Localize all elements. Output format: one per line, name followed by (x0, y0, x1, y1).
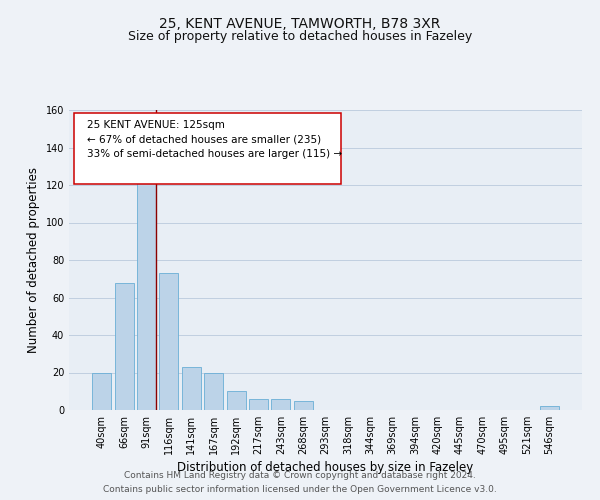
X-axis label: Distribution of detached houses by size in Fazeley: Distribution of detached houses by size … (178, 461, 473, 474)
Bar (182, 367, 201, 410)
Y-axis label: Number of detached properties: Number of detached properties (27, 167, 40, 353)
Bar (92, 372, 112, 410)
Bar (160, 273, 178, 410)
Text: 25 KENT AVENUE: 125sqm
← 67% of detached houses are smaller (235)
33% of semi-de: 25 KENT AVENUE: 125sqm ← 67% of detached… (87, 120, 342, 160)
Text: 25, KENT AVENUE, TAMWORTH, B78 3XR: 25, KENT AVENUE, TAMWORTH, B78 3XR (160, 18, 440, 32)
Bar (115, 282, 134, 410)
Text: Size of property relative to detached houses in Fazeley: Size of property relative to detached ho… (128, 30, 472, 43)
Text: Contains public sector information licensed under the Open Government Licence v3: Contains public sector information licen… (103, 484, 497, 494)
Bar (227, 391, 245, 410)
Bar (249, 399, 268, 410)
Bar (271, 399, 290, 410)
Bar (137, 174, 156, 410)
Bar (204, 372, 223, 410)
Bar (293, 400, 313, 410)
Bar (539, 406, 559, 410)
FancyBboxPatch shape (74, 113, 341, 184)
Text: Contains HM Land Registry data © Crown copyright and database right 2024.: Contains HM Land Registry data © Crown c… (124, 472, 476, 480)
